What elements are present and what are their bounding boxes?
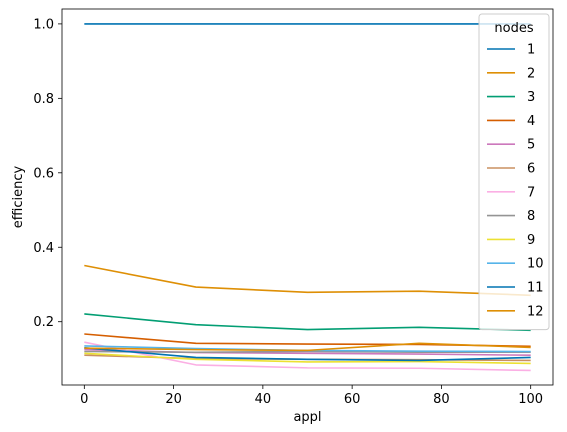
series-line-12: [84, 342, 531, 352]
x-tick-label: 20: [165, 392, 182, 407]
y-tick-label: 0.8: [33, 92, 54, 107]
series-line-9: [84, 352, 531, 365]
legend-label-7: 7: [527, 185, 535, 200]
y-axis: 0.2 0.4 0.6 0.8 1.0: [33, 17, 62, 330]
series-line-8: [84, 350, 531, 354]
legend-label-3: 3: [527, 90, 535, 105]
legend-label-5: 5: [527, 138, 535, 153]
legend-label-2: 2: [527, 66, 535, 81]
x-axis-label: appl: [293, 410, 321, 425]
legend-label-1: 1: [527, 43, 535, 58]
legend-label-8: 8: [527, 209, 535, 224]
y-tick-label: 0.4: [33, 241, 54, 256]
x-tick-label: 80: [433, 392, 450, 407]
legend-label-12: 12: [527, 304, 544, 319]
series-line-3: [84, 313, 531, 332]
plot-lines: [84, 23, 531, 372]
y-tick-label: 0.2: [33, 315, 54, 330]
legend-label-10: 10: [527, 257, 544, 272]
y-axis-label: efficiency: [11, 165, 26, 228]
legend-title: nodes: [494, 21, 533, 36]
x-axis: 0 20 40 60 80 100: [80, 385, 543, 407]
x-tick-label: 0: [80, 392, 88, 407]
series-line-2: [84, 264, 531, 297]
y-tick-label: 1.0: [33, 17, 54, 32]
legend-label-4: 4: [527, 114, 535, 129]
y-tick-label: 0.6: [33, 166, 54, 181]
series-line-11: [84, 346, 531, 362]
x-tick-label: 60: [344, 392, 361, 407]
legend-label-11: 11: [527, 281, 544, 296]
plot-frame: [61, 8, 554, 386]
legend-label-6: 6: [527, 162, 535, 177]
x-tick-label: 40: [255, 392, 272, 407]
legend-box: [478, 13, 550, 331]
legend-label-9: 9: [527, 233, 535, 248]
x-tick-label: 100: [518, 392, 543, 407]
